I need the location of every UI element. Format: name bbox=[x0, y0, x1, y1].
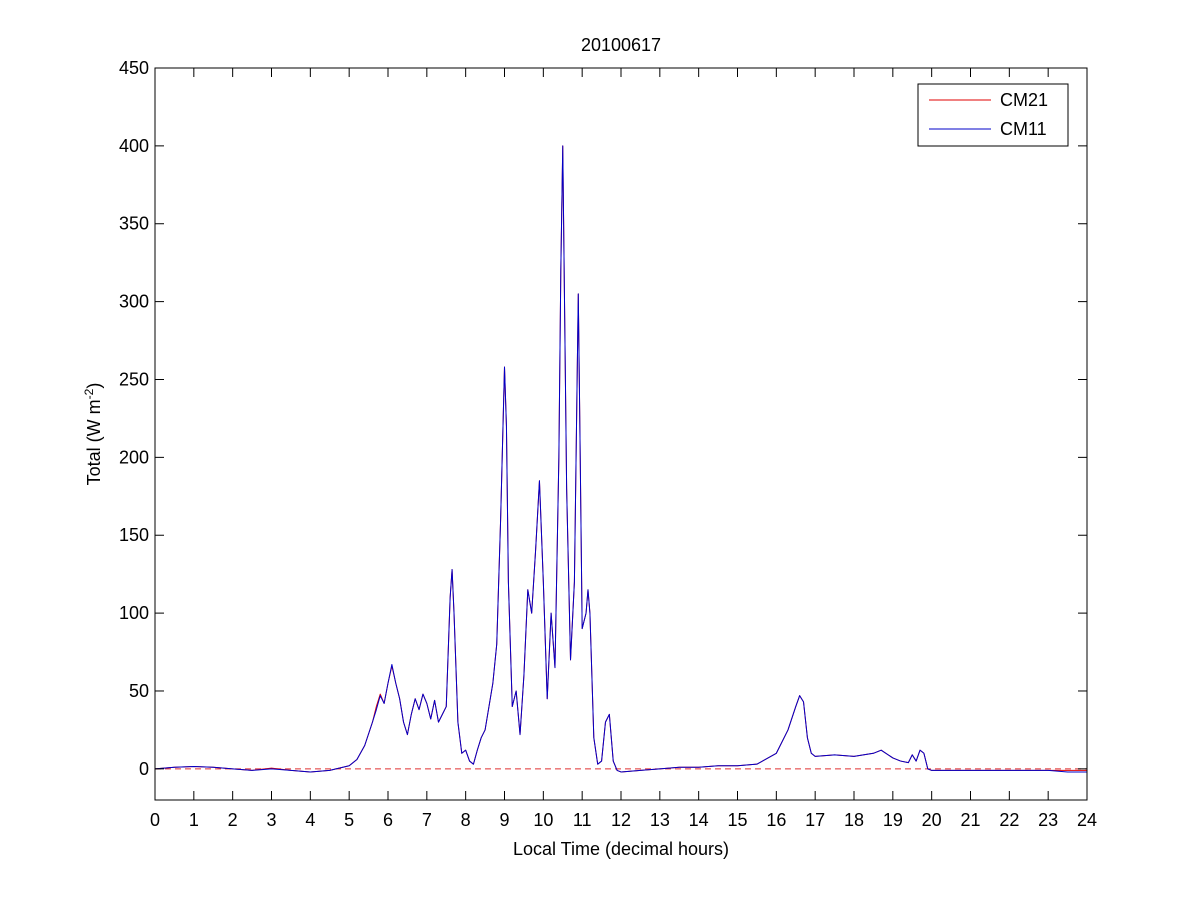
y-tick-label: 100 bbox=[119, 603, 149, 623]
y-tick-label: 400 bbox=[119, 136, 149, 156]
y-tick-label: 250 bbox=[119, 369, 149, 389]
y-label-text: Total (W m bbox=[84, 399, 104, 485]
x-tick-label: 16 bbox=[766, 810, 786, 830]
y-axis-label: Total (W m-2) bbox=[82, 383, 104, 486]
x-tick-label: 23 bbox=[1038, 810, 1058, 830]
y-tick-label: 150 bbox=[119, 525, 149, 545]
x-tick-label: 4 bbox=[305, 810, 315, 830]
y-label-superscript: -2 bbox=[82, 388, 96, 399]
x-tick-label: 21 bbox=[960, 810, 980, 830]
x-axis-label: Local Time (decimal hours) bbox=[513, 839, 729, 859]
y-tick-label: 0 bbox=[139, 759, 149, 779]
legend-box bbox=[917, 83, 1069, 147]
x-tick-label: 6 bbox=[383, 810, 393, 830]
x-tick-label: 17 bbox=[805, 810, 825, 830]
x-tick-label: 13 bbox=[650, 810, 670, 830]
x-tick-label: 12 bbox=[611, 810, 631, 830]
x-tick-label: 9 bbox=[499, 810, 509, 830]
x-tick-label: 1 bbox=[189, 810, 199, 830]
x-tick-label: 8 bbox=[461, 810, 471, 830]
chart-title: 20100617 bbox=[581, 35, 661, 55]
x-tick-label: 15 bbox=[727, 810, 747, 830]
legend-label: CM11 bbox=[1000, 119, 1047, 139]
x-tick-label: 10 bbox=[533, 810, 553, 830]
x-tick-label: 7 bbox=[422, 810, 432, 830]
x-tick-label: 5 bbox=[344, 810, 354, 830]
x-tick-label: 18 bbox=[844, 810, 864, 830]
x-tick-label: 14 bbox=[689, 810, 709, 830]
y-label-suffix: ) bbox=[84, 383, 104, 389]
x-tick-label: 20 bbox=[922, 810, 942, 830]
y-tick-label: 50 bbox=[129, 681, 149, 701]
x-tick-label: 19 bbox=[883, 810, 903, 830]
x-tick-label: 22 bbox=[999, 810, 1019, 830]
y-tick-label: 200 bbox=[119, 447, 149, 467]
x-tick-label: 2 bbox=[228, 810, 238, 830]
y-tick-label: 450 bbox=[119, 58, 149, 78]
x-tick-label: 11 bbox=[573, 810, 592, 830]
x-tick-label: 0 bbox=[150, 810, 160, 830]
legend-label: CM21 bbox=[1000, 90, 1048, 110]
y-tick-label: 300 bbox=[119, 292, 149, 312]
y-tick-label: 350 bbox=[119, 214, 149, 234]
x-tick-label: 24 bbox=[1077, 810, 1097, 830]
series-line bbox=[154, 145, 1087, 773]
x-tick-label: 3 bbox=[266, 810, 276, 830]
